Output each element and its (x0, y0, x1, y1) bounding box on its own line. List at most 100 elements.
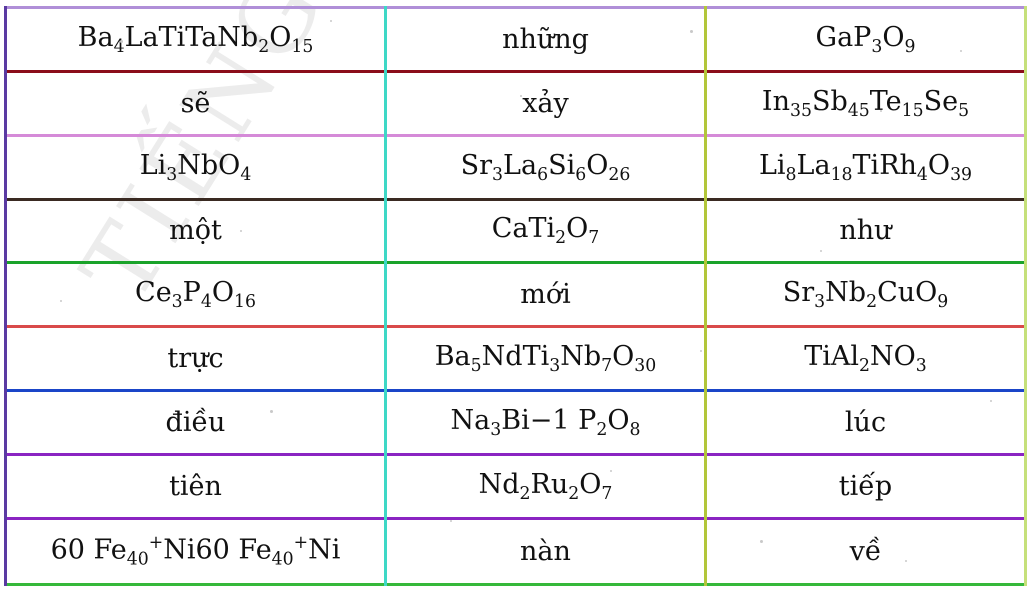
cell-text: NO (870, 341, 916, 373)
subscript: 3 (814, 292, 826, 313)
noise-speck (880, 110, 882, 112)
subscript: 2 (596, 420, 608, 440)
subscript: 15 (901, 100, 924, 121)
cell-text: những (502, 23, 589, 55)
data-table: Ba4LaTiTaNb2O15 những GaP3O9 sẽ xảy In35Sb45T… (4, 6, 1027, 586)
subscript: 2 (555, 228, 567, 249)
table-cell: GaP3O9 (704, 7, 1027, 72)
subscript: 26 (608, 164, 631, 185)
table-cell: Ce3P4O16 (4, 262, 387, 327)
cell-text: Nb (825, 277, 867, 309)
subscript: 16 (233, 292, 256, 313)
subscript: 3 (490, 420, 502, 440)
subscript: 35 (789, 100, 812, 121)
cell-text: tiên (169, 470, 222, 502)
cell-text: Sr (460, 149, 493, 181)
cell-text: Li (139, 149, 167, 181)
table-cell: Li8La18TiRh4O39 (704, 135, 1027, 200)
table-row: Ba4LaTiTaNb2O15 những GaP3O9 (4, 7, 1027, 72)
subscript: 2 (866, 292, 878, 313)
table-cell: những (384, 7, 707, 72)
table-row: Li3NbO4 Sr3La6Si6O26 Li8La18TiRh4O39 (4, 135, 1027, 200)
cell-text: Ba (434, 341, 471, 373)
cell-text: O (269, 21, 292, 53)
cell-text: O (927, 149, 951, 181)
cell-text: Bi−1 P (501, 404, 597, 436)
cell-text: Na (450, 404, 491, 436)
cell-text: 60 Fe (50, 534, 127, 566)
subscript: 3 (871, 36, 883, 57)
subscript: 7 (601, 356, 613, 377)
subscript: 18 (830, 164, 853, 185)
subscript: 40 (126, 549, 149, 570)
cell-text: O (882, 21, 905, 53)
table-row: trực Ba5NdTi3Nb7O30 TiAl2NO3 (4, 326, 1027, 391)
table-cell: TiAl2NO3 (704, 326, 1027, 391)
cell-text: Ru (530, 468, 569, 500)
table-row: 60 Fe40+Ni60 Fe40+Ni nàn về (4, 518, 1027, 585)
subscript: 5 (470, 356, 482, 377)
noise-speck (610, 470, 612, 472)
subscript: 8 (785, 164, 797, 185)
table-cell: một (4, 199, 387, 263)
noise-speck (240, 230, 242, 232)
subscript: 3 (549, 356, 561, 377)
table-row: tiên Nd2Ru2O7 tiếp (4, 454, 1027, 519)
table-row: Ce3P4O16 mới Sr3Nb2CuO9 (4, 262, 1027, 327)
subscript: 2 (568, 483, 580, 504)
noise-speck (990, 400, 992, 402)
table-cell: tiếp (704, 454, 1027, 519)
table-body: Ba4LaTiTaNb2O15 những GaP3O9 sẽ xảy In35Sb45T… (4, 7, 1027, 585)
subscript: 45 (847, 100, 870, 121)
table-cell: 60 Fe40+Ni60 Fe40+Ni (4, 518, 387, 585)
cell-text: GaP (815, 21, 872, 53)
cell-text: Se (923, 85, 959, 117)
table-cell: Na3Bi−1 P2O8 (384, 390, 707, 455)
cell-text: nàn (520, 535, 571, 567)
cell-text: La (796, 149, 831, 181)
table-cell: tiên (4, 454, 387, 519)
cell-text: CuO (877, 277, 938, 309)
cell-text: CaTi (491, 213, 556, 245)
table-cell: Ba4LaTiTaNb2O15 (4, 7, 387, 72)
cell-text: O (607, 404, 630, 436)
table-cell: trực (4, 326, 387, 391)
superscript: + (148, 533, 164, 554)
subscript: 5 (958, 100, 970, 121)
noise-speck (690, 30, 693, 33)
noise-speck (140, 555, 142, 557)
subscript: 3 (492, 164, 504, 185)
subscript: 4 (113, 36, 125, 57)
cell-text: một (169, 215, 222, 247)
noise-speck (450, 520, 452, 522)
subscript: 8 (629, 420, 641, 440)
table-cell: lúc (704, 390, 1027, 455)
subscript: 9 (937, 292, 949, 313)
subscript: 3 (915, 356, 927, 377)
noise-speck (700, 350, 702, 352)
noise-speck (120, 40, 123, 43)
cell-text: Te (869, 85, 902, 117)
cell-text: Si (548, 149, 576, 181)
table-row: sẽ xảy In35Sb45Te15Se5 (4, 71, 1027, 136)
superscript: + (293, 533, 309, 554)
cell-text: Sb (811, 85, 848, 117)
cell-text: trực (167, 343, 224, 375)
table-cell: về (704, 518, 1027, 585)
table-cell: điều (4, 390, 387, 455)
table-cell: mới (384, 262, 707, 327)
cell-text: về (849, 535, 882, 567)
noise-speck (905, 560, 907, 562)
cell-text: Sr (782, 277, 815, 309)
subscript: 4 (200, 292, 212, 313)
cell-text: điều (165, 406, 226, 438)
table-cell: In35Sb45Te15Se5 (704, 71, 1027, 136)
cell-text: O (612, 341, 635, 373)
subscript: 6 (575, 164, 587, 185)
cell-text: Li (758, 149, 786, 181)
subscript: 30 (634, 356, 657, 377)
subscript: 7 (588, 228, 600, 249)
subscript: 6 (537, 164, 549, 185)
cell-text: Ni60 Fe (163, 534, 272, 566)
table-row: một CaTi2O7 như (4, 199, 1027, 263)
